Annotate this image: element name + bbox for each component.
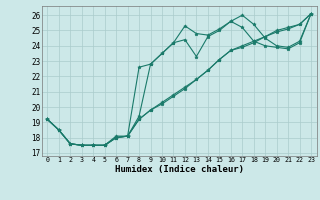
X-axis label: Humidex (Indice chaleur): Humidex (Indice chaleur): [115, 165, 244, 174]
